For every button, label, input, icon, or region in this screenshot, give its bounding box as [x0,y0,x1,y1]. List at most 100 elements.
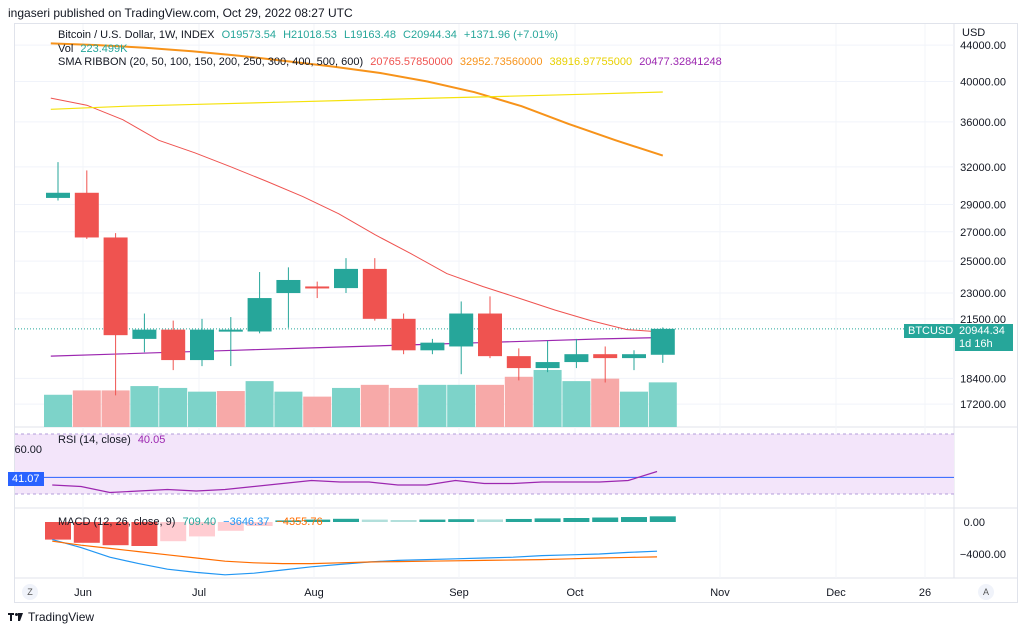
sma-value-1: 20765.57850000 [370,56,453,68]
volume-bar [130,386,159,427]
footer-brand: TradingView [28,610,95,624]
currency-label: USD [962,27,986,39]
publish-caption: ingaseri published on TradingView.com, O… [8,6,353,20]
volume-bar [72,390,101,427]
macd-histogram-bar [189,522,215,537]
chart-frame [14,23,1018,603]
candle-body [391,318,416,351]
vol-value: 223.499K [80,43,128,55]
volume-bar [274,391,303,427]
macd-histogram-bar [246,522,273,526]
volume-bar [447,384,476,427]
candle-body [362,268,387,319]
price-tick-label: 36000.00 [960,117,1006,129]
volume-bar [216,391,245,427]
volume-bar [188,391,216,427]
candle-body [276,279,301,294]
price-tick-label: 44000.00 [960,40,1006,52]
macd-histogram-bar [45,522,71,540]
macd-hist-value: 709.40 [182,516,217,528]
sma-value-4: 20477.32841248 [639,56,722,68]
rsi-label: RSI (14, close) [58,434,131,446]
footer: TradingView [8,610,94,624]
tradingview-logo-icon [8,612,24,622]
sma-label: SMA RIBBON (20, 50, 100, 150, 200, 250, … [58,56,364,68]
auto-zoom-button[interactable]: Z [22,584,38,600]
low-value: L19163.48 [343,29,396,41]
volume-legend: Vol 223.499K [58,43,131,55]
rsi-tick-label: 60.00 [14,444,42,456]
volume-bar [533,369,562,427]
macd-legend: MACD (12, 26, close, 9) 709.40 −3646.37 … [58,516,327,528]
candle-body [190,329,214,361]
high-value: H21018.53 [283,29,337,41]
open-value: O19573.54 [221,29,276,41]
volume-bar [44,394,72,427]
macd-histogram-bar [477,519,503,522]
volume-bar [332,387,360,427]
time-tick-label: Jul [192,587,206,599]
price-tick-label: 29000.00 [960,199,1006,211]
macd-label: MACD (12, 26, close, 9) [58,516,176,528]
candle-body [218,329,243,332]
time-tick-label: Jun [74,587,92,599]
candle-body [564,354,589,363]
sma-ribbon-line [50,336,663,357]
macd-tick-label: −4000.00 [960,549,1006,561]
candle-body [535,362,560,369]
volume-bar [245,381,274,427]
sma-20-line [50,97,663,333]
volume-bar [562,381,591,427]
macd-histogram-bar [649,516,676,522]
candle-body [478,313,502,357]
candle-body [593,354,618,359]
volume-bar [389,387,418,427]
candle-body [161,329,186,361]
volume-bar [648,382,677,427]
time-tick-label: Oct [566,587,583,599]
price-tick-label: 21500.00 [960,314,1006,326]
candle-body [449,313,474,347]
sma-value-3: 38916.97755000 [549,56,633,68]
volume-bar [620,391,648,427]
candle-body [650,328,675,355]
time-tick-label: Dec [826,587,846,599]
macd-histogram-bar [621,517,647,522]
rsi-value: 40.05 [137,434,166,446]
time-tick-label: Aug [304,587,324,599]
candle-body [334,268,358,289]
symbol-tag: BTCUSD [904,324,958,338]
macd-histogram-bar [304,519,331,522]
macd-histogram-bar [505,518,532,522]
volume-bar [303,396,332,427]
time-tick-label: Nov [710,587,730,599]
candle-body [74,192,99,238]
countdown-tag: 1d 16h [955,337,1013,351]
candle-body [103,237,128,336]
macd-signal-line [52,540,658,565]
macd-histogram-bar [160,522,187,542]
rsi-line [52,470,658,494]
macd-histogram-bar [592,517,619,522]
price-tick-label: 23000.00 [960,288,1006,300]
volume-bar [591,378,620,427]
candle-body [46,192,70,198]
macd-line-value: −3646.37 [223,516,270,528]
volume-bar [504,376,533,427]
candle-body [132,329,157,339]
price-legend: Bitcoin / U.S. Dollar, 1W, INDEX O19573.… [58,29,562,41]
price-tick-label: 17200.00 [960,399,1006,411]
auto-scale-button[interactable]: A [978,584,994,600]
macd-histogram-bar [361,519,388,522]
macd-histogram-bar [131,522,158,546]
macd-histogram-bar [73,522,100,543]
macd-histogram-bar [217,522,244,531]
macd-histogram-bar [419,519,446,522]
last-price-tag: 20944.34 [955,324,1013,338]
sma-50-line [50,42,664,157]
rsi-legend: RSI (14, close) 40.05 [58,434,169,446]
time-tick-label: 26 [919,587,931,599]
candle-body [305,286,330,289]
price-tick-label: 40000.00 [960,77,1006,89]
